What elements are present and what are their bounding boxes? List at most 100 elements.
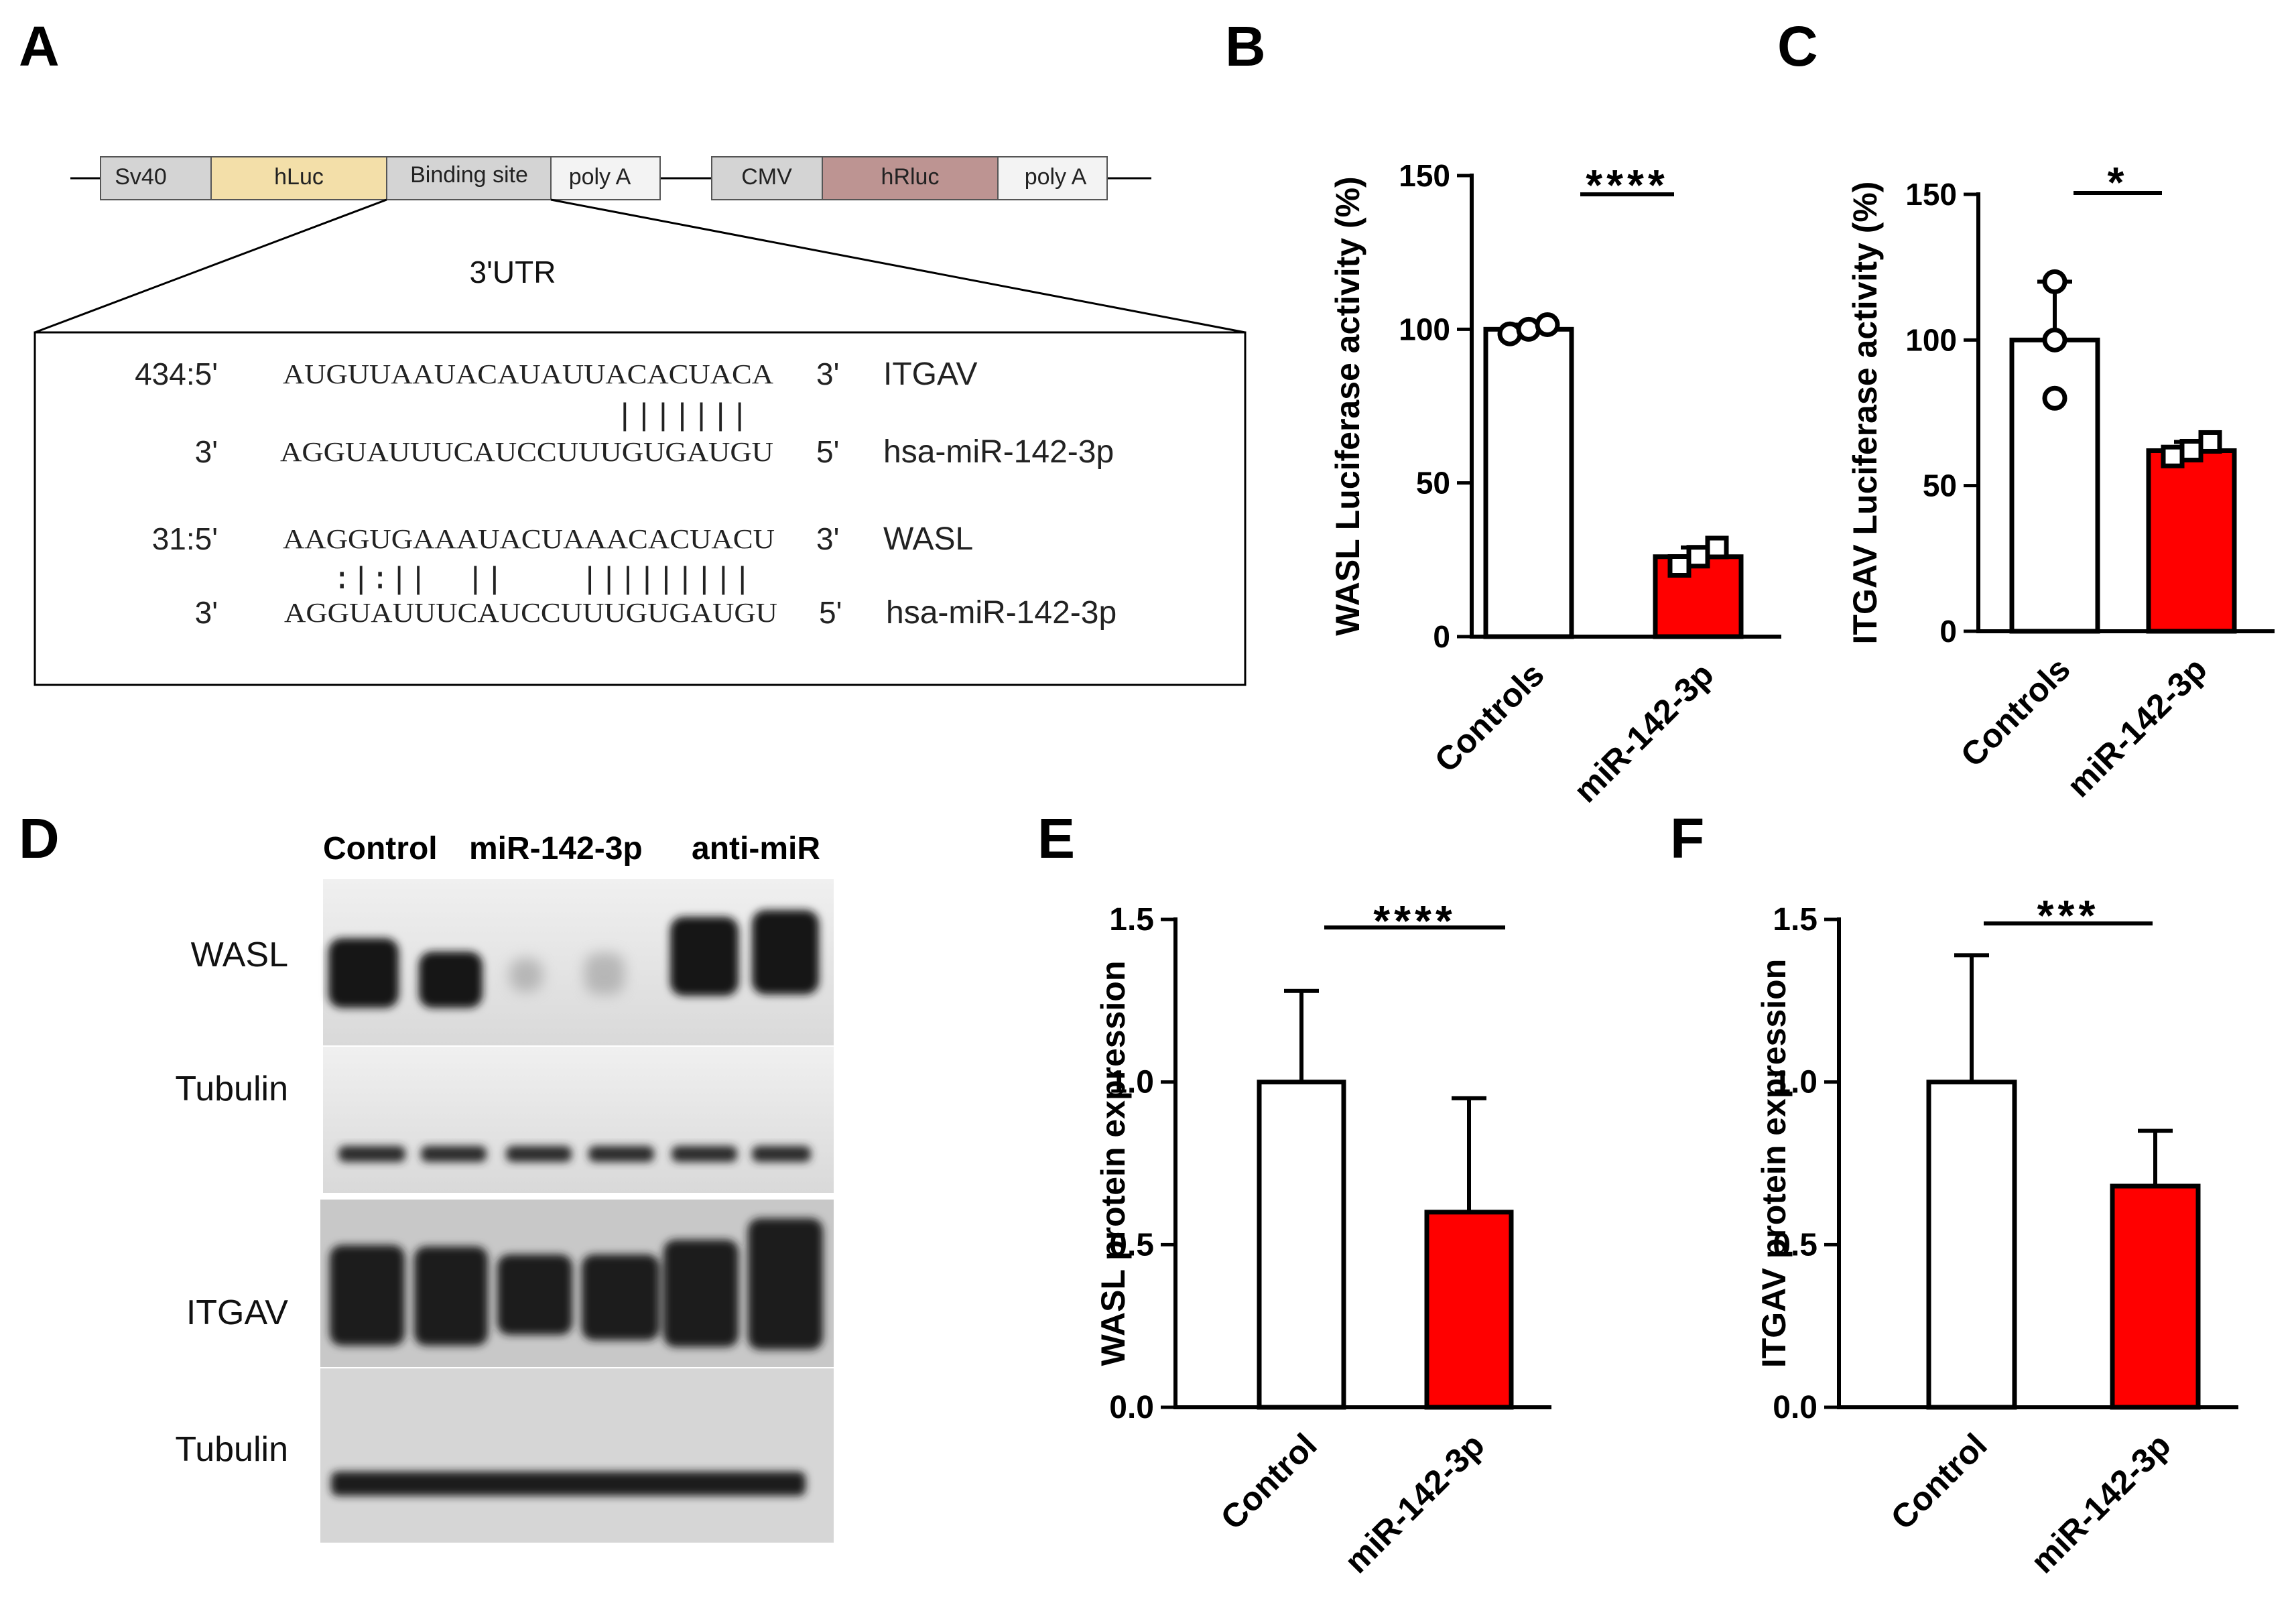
- data-point-c: [2042, 327, 2067, 352]
- band-label-wasl: WASL: [191, 936, 288, 974]
- category-label-f-1: miR-142-3p: [2024, 1426, 2178, 1580]
- panel-label-d: D: [19, 807, 60, 870]
- wasl-target-end: 3': [816, 521, 839, 556]
- data-point-c: [2198, 430, 2222, 454]
- bar-c-1: [2146, 448, 2237, 634]
- chart-wasl-protein: 0.0 0.5 1.0 1.5 WASL protein expression Contr…: [1094, 897, 1551, 1580]
- y-tick-label-e: 1.0: [1109, 1065, 1154, 1100]
- significance-stars-e: ****: [1373, 897, 1456, 945]
- y-tick-label-f: 1.0: [1773, 1065, 1817, 1100]
- blot-tubulin-2: [320, 1368, 834, 1543]
- y-axis-title-f: ITGAV protein expression: [1755, 959, 1793, 1368]
- bar-e-0: [1257, 1080, 1346, 1410]
- itgav-mir-start: 3': [195, 434, 218, 469]
- utr-label: 3'UTR: [470, 255, 556, 289]
- itgav-gene: ITGAV: [883, 357, 977, 392]
- itgav-target-sequence: AUGUUAAUACAUAUUACACUACA: [283, 359, 773, 389]
- y-tick-label-e: 1.5: [1109, 902, 1154, 938]
- data-point-b: [1535, 312, 1560, 337]
- bar-b-0: [1483, 326, 1574, 639]
- significance-stars-f: ***: [2037, 891, 2100, 940]
- chart-itgav-luciferase: 0 50 100 150 ITGAV Luciferase activity (%) Co…: [1846, 158, 2275, 804]
- segment-hluc: [210, 156, 387, 200]
- segment-label-hrluc: hRluc: [881, 164, 940, 190]
- wasl-target-sequence: AAGGUGAAAUACUAAACACUACU: [283, 523, 775, 554]
- segment-label-polya-2: poly A: [1025, 164, 1087, 190]
- lane-label-control: Control: [323, 831, 438, 866]
- panel-label-b: B: [1225, 15, 1266, 78]
- data-point-b: [1705, 535, 1729, 560]
- segment-label-sv40: Sv40: [115, 164, 167, 190]
- data-point-c: [2161, 444, 2185, 468]
- lane-label-anti-mir: anti-miR: [692, 831, 820, 866]
- construct-diagram: Sv40 hLuc Binding site poly A CMV hRluc …: [34, 156, 1247, 686]
- segment-polya-1: [550, 156, 661, 200]
- significance-stars-b: ****: [1586, 161, 1669, 209]
- bar-e-1: [1424, 1210, 1514, 1410]
- itgav-mir-name: hsa-miR-142-3p: [883, 434, 1114, 470]
- data-point-c: [2179, 439, 2204, 463]
- blot-tubulin-1: [323, 1047, 834, 1193]
- chart-wasl-luciferase: 0 50 100 150 WASL Luciferase activity (%) Con…: [1329, 158, 1781, 810]
- wasl-mir-name: hsa-miR-142-3p: [886, 595, 1117, 631]
- category-label-b-0: Controls: [1427, 655, 1551, 779]
- panel-label-a: A: [19, 15, 60, 78]
- y-tick-label-f: 0.5: [1773, 1227, 1817, 1263]
- wasl-mir-start: 3': [195, 595, 218, 630]
- segment-label-hluc: hLuc: [274, 164, 324, 190]
- wasl-gene: WASL: [883, 521, 973, 557]
- y-tick-label-c: 50: [1923, 468, 1957, 503]
- wasl-position: 31:5': [152, 521, 218, 556]
- band-label-itgav: ITGAV: [186, 1293, 288, 1332]
- segment-label-polya-1: poly A: [569, 164, 631, 190]
- y-tick-label-b: 0: [1433, 619, 1450, 654]
- y-tick-label-c: 0: [1939, 614, 1957, 649]
- y-tick-label-b: 100: [1399, 312, 1450, 346]
- panel-label-c: C: [1777, 15, 1818, 78]
- category-label-e-0: Control: [1214, 1426, 1324, 1537]
- segment-label-binding-site: Binding site: [410, 162, 528, 188]
- y-tick-label-b: 150: [1399, 158, 1450, 193]
- data-point-c: [2042, 385, 2067, 411]
- panel-label-e: E: [1037, 807, 1075, 870]
- bar-f-0: [1926, 1080, 2017, 1410]
- itgav-position: 434:5': [135, 357, 218, 391]
- category-label-b-1: miR-142-3p: [1567, 655, 1721, 810]
- y-tick-label-f: 0.0: [1773, 1390, 1817, 1425]
- data-point-b: [1686, 545, 1710, 569]
- y-tick-label-c: 150: [1905, 177, 1957, 212]
- y-tick-label-f: 1.5: [1773, 902, 1817, 938]
- y-tick-label-e: 0.5: [1109, 1227, 1154, 1263]
- segment-polya-2: [997, 156, 1108, 200]
- itgav-pairing: |||||||: [615, 399, 749, 434]
- segment-label-cmv: CMV: [741, 164, 792, 190]
- y-axis-title-e: WASL protein expression: [1094, 961, 1132, 1366]
- data-point-b: [1667, 554, 1692, 578]
- y-tick-label-e: 0.0: [1109, 1390, 1154, 1425]
- band-label-tubulin-1: Tubulin: [175, 1070, 288, 1108]
- y-tick-label-b: 50: [1416, 466, 1450, 501]
- wasl-mir-end: 5': [819, 595, 842, 630]
- category-label-c-1: miR-142-3p: [2060, 650, 2214, 804]
- bar-c-0: [2009, 337, 2100, 634]
- significance-stars-c: *: [2108, 158, 2128, 206]
- data-point-c: [2042, 269, 2067, 294]
- y-axis-title-b: WASL Luciferase activity (%): [1329, 176, 1366, 635]
- category-label-f-0: Control: [1884, 1426, 1994, 1537]
- alignment-box: [34, 331, 1247, 686]
- segment-hrluc: [822, 156, 999, 200]
- alignment-text: 434:5' AUGUUAAUACAUAUUACACUACA 3' ITGAV …: [135, 357, 1117, 631]
- bar-f-1: [2110, 1183, 2201, 1410]
- chart-itgav-protein: 0.0 0.5 1.0 1.5 ITGAV protein expression Cont…: [1755, 891, 2238, 1580]
- wasl-mir-sequence: AGGUAUUUCAUCCUUUGUGAUGU: [284, 597, 777, 628]
- wasl-pairing: :|:|| || |||||||||: [332, 563, 752, 598]
- itgav-mir-sequence: AGGUAUUUCAUCCUUUGUGAUGU: [280, 436, 773, 467]
- western-blot: Control miR-142-3p anti-miR WASL Tubulin…: [175, 831, 834, 1543]
- category-label-c-0: Controls: [1954, 650, 2078, 774]
- blot-wasl: [323, 879, 834, 1045]
- band-label-tubulin-2: Tubulin: [175, 1430, 288, 1469]
- y-tick-label-c: 100: [1905, 322, 1957, 357]
- lane-label-mir: miR-142-3p: [469, 831, 643, 866]
- itgav-mir-end: 5': [816, 434, 839, 469]
